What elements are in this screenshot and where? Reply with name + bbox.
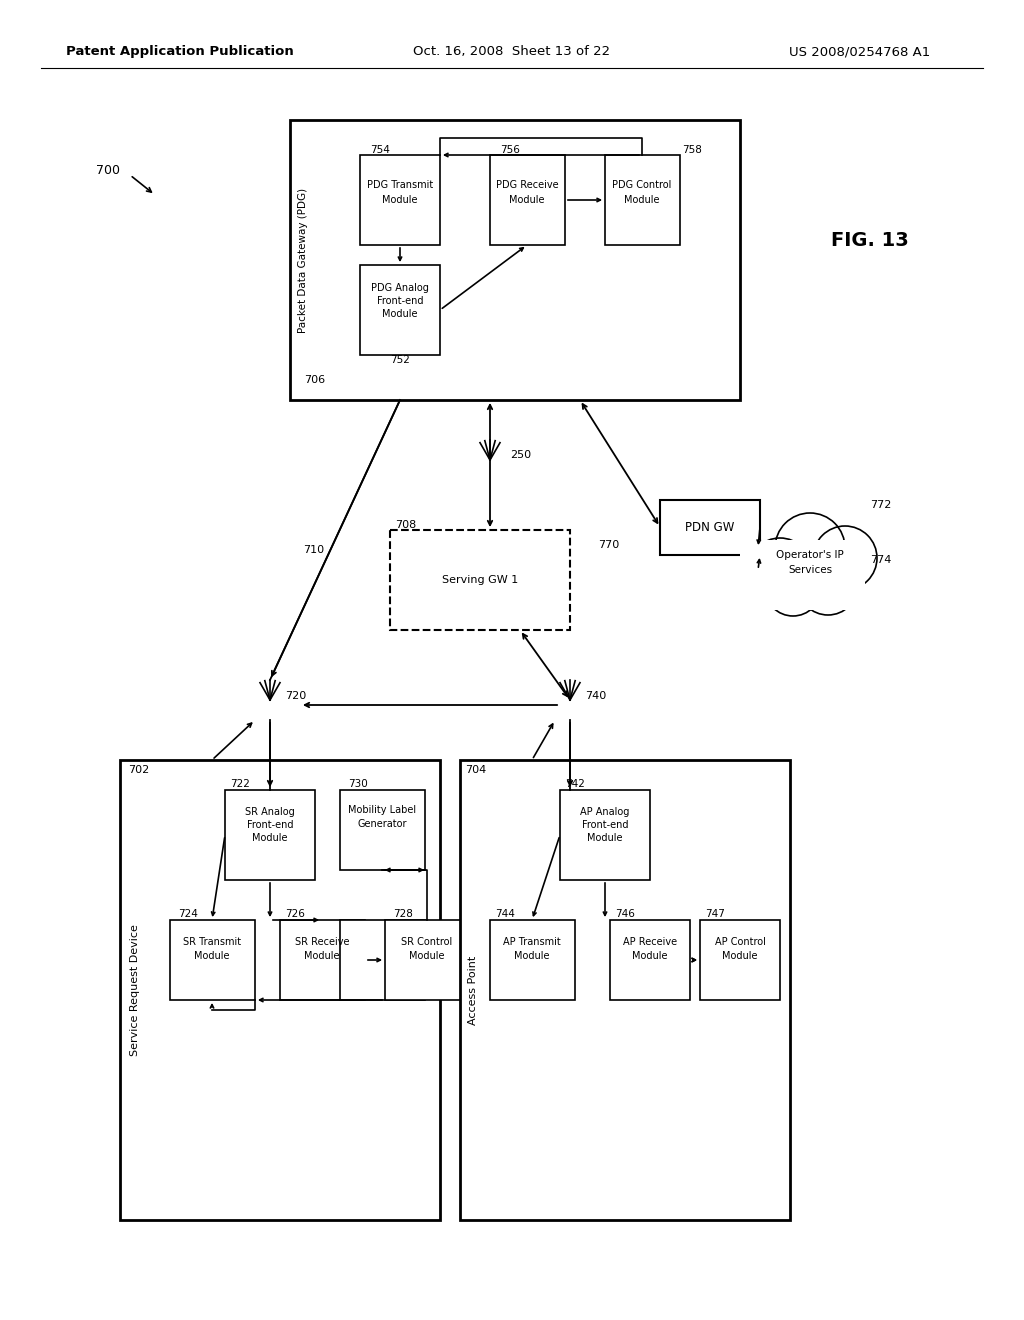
Text: Module: Module: [252, 833, 288, 843]
Text: Patent Application Publication: Patent Application Publication: [67, 45, 294, 58]
Text: 710: 710: [303, 545, 325, 554]
Text: 747: 747: [705, 909, 725, 919]
Text: 726: 726: [285, 909, 305, 919]
Text: PDG Transmit: PDG Transmit: [367, 180, 433, 190]
Bar: [490, 154, 565, 246]
Text: Module: Module: [410, 950, 444, 961]
Text: 722: 722: [230, 779, 250, 789]
Bar: [120, 760, 440, 1220]
Bar: [170, 920, 255, 1001]
Text: 742: 742: [565, 779, 585, 789]
Bar: [280, 920, 365, 1001]
Text: Serving GW 1: Serving GW 1: [442, 576, 518, 585]
Bar: [700, 920, 780, 1001]
Text: 720: 720: [285, 690, 306, 701]
Text: Module: Module: [382, 195, 418, 205]
Text: 770: 770: [598, 540, 620, 550]
Text: 754: 754: [370, 145, 390, 154]
Text: Module: Module: [587, 833, 623, 843]
Text: Front-end: Front-end: [377, 296, 423, 306]
Text: Services: Services: [787, 565, 833, 576]
Text: 744: 744: [495, 909, 515, 919]
FancyBboxPatch shape: [740, 540, 865, 610]
Text: PDG Receive: PDG Receive: [496, 180, 558, 190]
Text: SR Receive: SR Receive: [295, 937, 349, 946]
Text: Front-end: Front-end: [247, 820, 293, 830]
Text: Front-end: Front-end: [582, 820, 629, 830]
Text: 700: 700: [96, 164, 120, 177]
Bar: [605, 154, 680, 246]
Text: 730: 730: [348, 779, 368, 789]
Bar: [340, 789, 425, 870]
Text: Service Request Device: Service Request Device: [130, 924, 140, 1056]
Bar: [360, 154, 440, 246]
Text: Oct. 16, 2008  Sheet 13 of 22: Oct. 16, 2008 Sheet 13 of 22: [414, 45, 610, 58]
Text: 250: 250: [510, 450, 531, 459]
Text: 708: 708: [395, 520, 416, 531]
Text: Module: Module: [722, 950, 758, 961]
Text: 706: 706: [304, 375, 326, 385]
Text: Module: Module: [625, 195, 659, 205]
Bar: [560, 789, 650, 880]
Text: Module: Module: [509, 195, 545, 205]
Text: 704: 704: [465, 766, 486, 775]
Text: 740: 740: [585, 690, 606, 701]
Bar: [460, 760, 790, 1220]
Text: 724: 724: [178, 909, 198, 919]
Text: Packet Data Gateway (PDG): Packet Data Gateway (PDG): [298, 187, 308, 333]
Text: Access Point: Access Point: [468, 956, 478, 1024]
Text: Mobility Label: Mobility Label: [348, 805, 416, 814]
Text: Module: Module: [195, 950, 229, 961]
Text: PDG Control: PDG Control: [612, 180, 672, 190]
Text: SR Control: SR Control: [401, 937, 453, 946]
Bar: [610, 920, 690, 1001]
Bar: [360, 265, 440, 355]
Text: 772: 772: [870, 500, 891, 510]
Text: AP Control: AP Control: [715, 937, 765, 946]
Text: Operator's IP: Operator's IP: [776, 550, 844, 560]
Bar: [490, 920, 575, 1001]
Text: US 2008/0254768 A1: US 2008/0254768 A1: [790, 45, 931, 58]
Text: SR Analog: SR Analog: [245, 807, 295, 817]
Text: PDG Analog: PDG Analog: [371, 282, 429, 293]
Text: Module: Module: [304, 950, 340, 961]
Text: 702: 702: [128, 766, 150, 775]
Text: SR Transmit: SR Transmit: [183, 937, 241, 946]
Bar: [390, 531, 570, 630]
Bar: [290, 120, 740, 400]
Text: 752: 752: [390, 355, 410, 366]
Text: FIG. 13: FIG. 13: [831, 231, 909, 249]
Text: AP Transmit: AP Transmit: [503, 937, 561, 946]
Text: 728: 728: [393, 909, 413, 919]
Text: 758: 758: [682, 145, 701, 154]
Bar: [340, 920, 425, 1001]
Bar: [385, 920, 470, 1001]
Text: Module: Module: [514, 950, 550, 961]
Text: AP Analog: AP Analog: [581, 807, 630, 817]
Bar: [225, 789, 315, 880]
Text: 756: 756: [500, 145, 520, 154]
Text: AP Receive: AP Receive: [623, 937, 677, 946]
Text: 746: 746: [615, 909, 635, 919]
Bar: [660, 500, 760, 554]
Text: 774: 774: [870, 554, 891, 565]
Text: Module: Module: [382, 309, 418, 319]
Text: Generator: Generator: [357, 818, 407, 829]
Text: Module: Module: [632, 950, 668, 961]
Text: PDN GW: PDN GW: [685, 521, 734, 535]
